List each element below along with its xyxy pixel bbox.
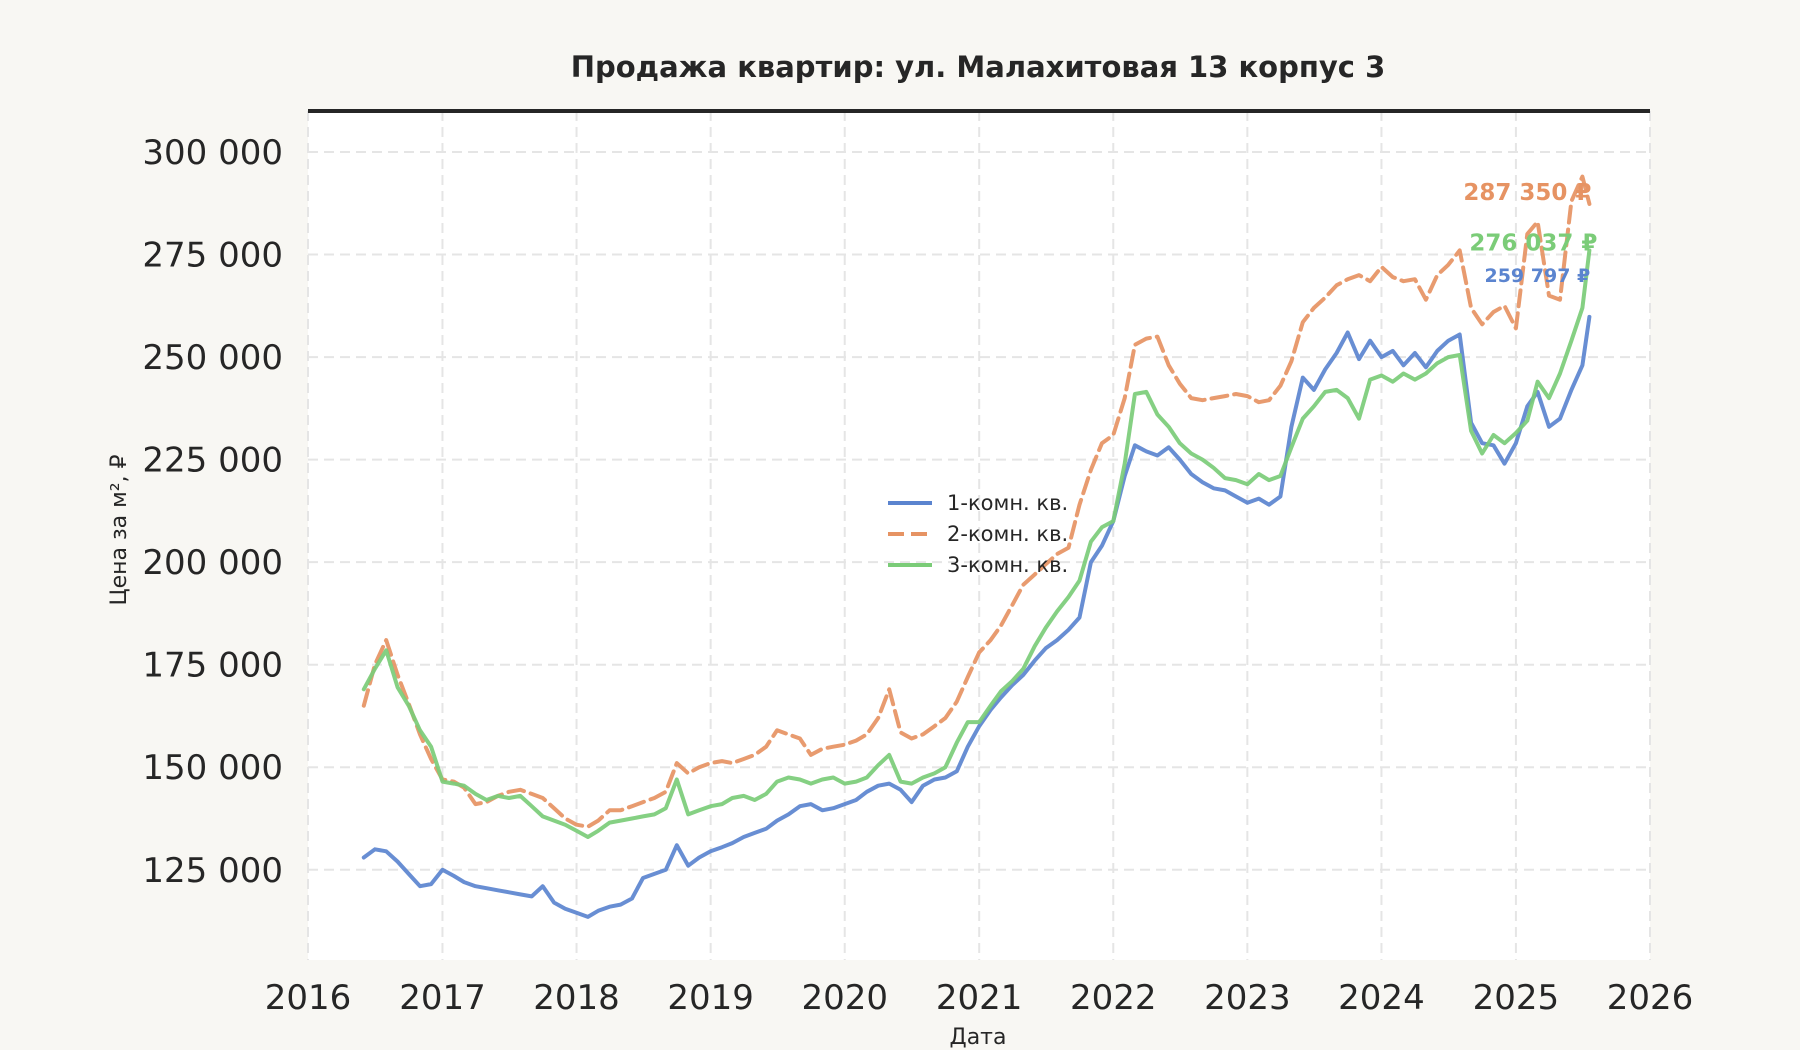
legend-entry: 2-комн. кв. <box>947 522 1068 546</box>
x-tick-label: 2026 <box>1607 978 1694 1018</box>
series-line-1 <box>361 314 1592 919</box>
axes: 125 000 150 000 175 000 200 000 225 000 250 0… <box>142 109 1694 1018</box>
y-tick-label: 250 000 <box>142 338 283 378</box>
x-tick-label: 2023 <box>1204 978 1291 1018</box>
x-tick-label: 2019 <box>667 978 754 1018</box>
y-tick-label: 175 000 <box>142 646 283 686</box>
x-tick-label: 2024 <box>1338 978 1425 1018</box>
x-tick-label: 2021 <box>936 978 1023 1018</box>
chart-title: Продажа квартир: ул. Малахитовая 13 корп… <box>571 50 1386 84</box>
y-tick-label: 275 000 <box>142 236 283 276</box>
y-axis-label: Цена за м², ₽ <box>107 454 132 605</box>
y-tick-label: 300 000 <box>142 133 283 173</box>
x-tick-label: 2022 <box>1070 978 1157 1018</box>
end-labels: 259 797 ₽ 287 350 ₽ 276 037 ₽ <box>1463 180 1597 287</box>
legend-entry: 1-комн. кв. <box>947 491 1068 515</box>
x-tick-label: 2017 <box>399 978 486 1018</box>
x-axis-label: Дата <box>950 1025 1007 1050</box>
x-tick-label: 2020 <box>801 978 888 1018</box>
end-value-label: 259 797 ₽ <box>1484 265 1590 287</box>
series-line-2 <box>361 174 1592 829</box>
legend: 1-комн. кв. 2-комн. кв. 3-комн. кв. <box>888 491 1068 577</box>
x-tick-label: 2025 <box>1473 978 1560 1018</box>
y-tick-label: 150 000 <box>142 748 283 788</box>
series-line-3 <box>361 248 1592 839</box>
y-tick-label: 125 000 <box>142 851 283 891</box>
end-value-label: 287 350 ₽ <box>1463 180 1591 206</box>
grid <box>307 111 1651 960</box>
series-group <box>361 174 1592 919</box>
y-tick-label: 200 000 <box>142 543 283 583</box>
x-tick-label: 2016 <box>265 978 352 1018</box>
y-tick-label: 225 000 <box>142 441 283 481</box>
x-tick-label: 2018 <box>533 978 620 1018</box>
legend-entry: 3-комн. кв. <box>947 553 1068 577</box>
end-value-label: 276 037 ₽ <box>1469 230 1597 256</box>
